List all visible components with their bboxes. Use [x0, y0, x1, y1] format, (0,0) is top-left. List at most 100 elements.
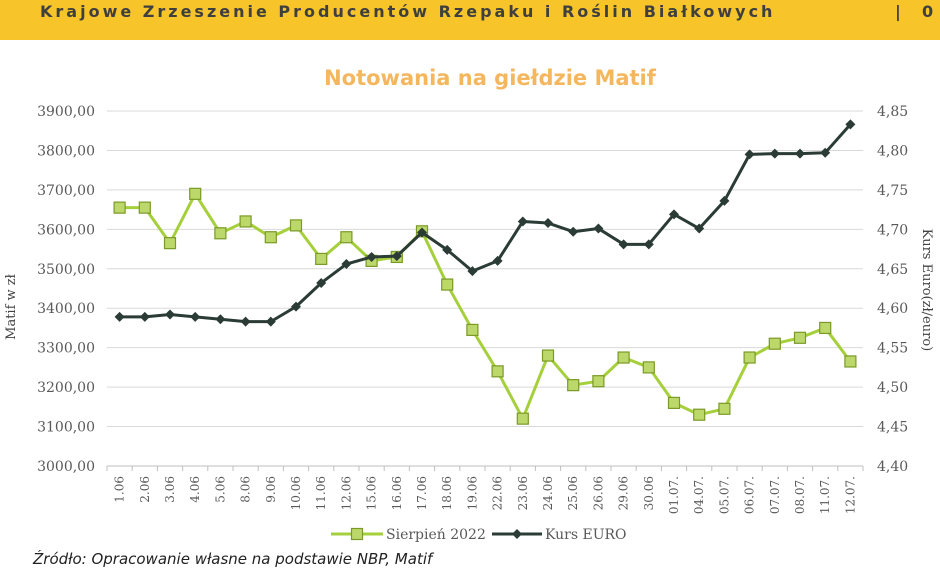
legend: Sierpień 2022 Kurs EURO — [331, 527, 627, 543]
data-point-matif — [567, 379, 580, 392]
left-tick-label: 3000,00 — [37, 459, 95, 475]
data-point-euro — [820, 147, 831, 158]
x-tick-label: 4.06 — [188, 476, 202, 503]
data-point-euro — [543, 218, 553, 229]
data-point-matif — [844, 355, 857, 368]
data-point-matif — [642, 361, 655, 374]
right-tick-label: 4,70 — [877, 222, 908, 238]
data-point-matif — [113, 201, 126, 214]
x-tick-label: 25.06 — [566, 476, 580, 510]
data-point-matif — [592, 375, 605, 388]
left-tick-label: 3100,00 — [37, 420, 95, 436]
x-tick-label: 23.06 — [516, 476, 530, 510]
data-point-matif — [315, 252, 328, 266]
data-point-matif — [239, 215, 252, 228]
x-tick-label: 18.06 — [440, 476, 454, 510]
left-tick-label: 3700,00 — [37, 183, 95, 199]
y-axis-label-right: Kurs Euro(zł/euro) — [919, 229, 934, 351]
data-point-euro — [568, 226, 579, 237]
data-point-euro — [341, 259, 352, 270]
right-tick-label: 4,80 — [877, 143, 908, 159]
x-axis-ticks: 1.06 2.06 3.06 4.06 5.06 8.06 9.06 10.06 11.06 12… — [113, 476, 858, 514]
x-tick-label: 2.06 — [138, 476, 152, 503]
data-point-euro — [643, 239, 654, 250]
right-axis-ticks: 4,40 4,45 4,50 4,55 4,60 4,65 4,70 4,75 4,80 4,85 — [877, 104, 908, 475]
data-point-matif — [138, 201, 151, 214]
data-point-euro — [291, 301, 301, 312]
data-point-euro — [517, 216, 528, 227]
data-point-euro — [694, 223, 705, 234]
x-tick-label: 05.07. — [717, 476, 731, 514]
right-tick-label: 4,55 — [877, 341, 908, 357]
data-point-matif — [214, 227, 227, 240]
x-tick-label: 12.06 — [339, 476, 353, 510]
page-number: 0 — [922, 2, 934, 21]
grid-lines — [106, 110, 864, 471]
data-point-matif — [491, 365, 504, 378]
x-tick-label: 04.07. — [692, 476, 706, 514]
data-point-euro — [618, 239, 629, 250]
right-tick-label: 4,60 — [877, 301, 908, 317]
chart-title: Notowania na giełdzie Matif — [324, 66, 656, 90]
x-tick-label: 15.06 — [365, 476, 379, 510]
source-note: Źródło: Opracowanie własne na podstawie … — [33, 550, 433, 568]
legend-label-matif: Sierpień 2022 — [386, 527, 486, 543]
organization-name: Krajowe Zrzeszenie Producentów Rzepaku i… — [40, 2, 776, 21]
left-axis-ticks: 3000,00 3100,00 3200,00 3300,00 3400,00 3500,… — [37, 104, 95, 475]
header-separator: | — [895, 2, 901, 21]
x-tick-label: 30.06 — [642, 476, 656, 510]
data-point-euro — [165, 309, 175, 320]
data-point-euro — [845, 119, 856, 130]
left-tick-label: 3600,00 — [37, 222, 95, 238]
data-point-euro — [467, 266, 478, 277]
data-point-euro — [417, 227, 427, 238]
right-tick-label: 4,65 — [877, 262, 908, 278]
right-tick-label: 4,40 — [877, 459, 908, 475]
data-point-euro — [139, 311, 150, 322]
x-tick-label: 8.06 — [239, 476, 253, 503]
left-tick-label: 3900,00 — [37, 104, 95, 120]
x-tick-label: 11.07. — [818, 476, 832, 514]
x-tick-label: 5.06 — [213, 476, 227, 503]
data-point-matif — [768, 337, 781, 350]
right-tick-label: 4,75 — [877, 183, 908, 199]
legend-swatch-matif-marker — [350, 527, 364, 541]
data-point-euro — [190, 311, 201, 322]
data-point-matif — [466, 323, 479, 337]
data-point-matif — [617, 351, 630, 364]
data-point-euro — [593, 223, 604, 234]
left-tick-label: 3200,00 — [37, 380, 95, 396]
series-group — [113, 119, 857, 425]
data-point-euro — [265, 316, 276, 327]
data-point-matif — [189, 187, 202, 200]
data-point-matif — [441, 278, 454, 291]
series-line-euro — [119, 123, 852, 324]
data-point-euro — [669, 209, 679, 220]
data-point-euro — [215, 314, 226, 325]
legend-label-euro: Kurs EURO — [545, 527, 627, 543]
data-point-euro — [366, 251, 377, 262]
x-tick-label: 22.06 — [491, 476, 505, 510]
data-point-euro — [795, 148, 805, 159]
x-tick-label: 9.06 — [264, 476, 278, 503]
data-point-euro — [492, 255, 503, 266]
left-tick-label: 3400,00 — [37, 301, 95, 317]
data-point-matif — [541, 349, 555, 362]
x-tick-label: 3.06 — [163, 476, 177, 503]
data-point-matif — [163, 237, 177, 250]
x-tick-label: 01.07. — [667, 476, 681, 514]
data-point-matif — [693, 408, 706, 421]
data-point-matif — [819, 321, 832, 335]
x-tick-label: 08.07. — [793, 476, 807, 514]
right-tick-label: 4,45 — [877, 420, 908, 436]
data-point-euro — [769, 148, 780, 159]
data-point-euro — [744, 149, 755, 160]
x-tick-label: 17.06 — [415, 476, 429, 510]
x-tick-label: 24.06 — [541, 476, 555, 510]
data-point-euro — [719, 195, 730, 206]
y-axis-label-left: Matif w zł — [4, 273, 19, 339]
data-point-euro — [114, 311, 125, 322]
x-tick-label: 29.06 — [617, 476, 631, 510]
data-point-euro — [240, 316, 251, 327]
data-point-euro — [391, 251, 402, 262]
